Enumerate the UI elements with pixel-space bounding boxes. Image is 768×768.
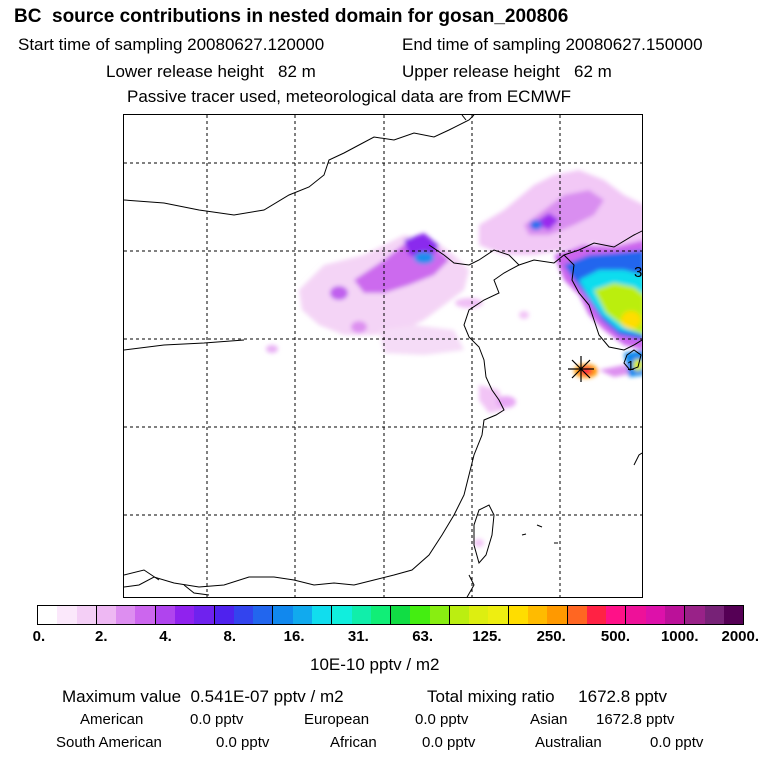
colorbar-tick-label: 125. xyxy=(472,628,502,645)
colorbar-segment xyxy=(469,606,489,624)
concentration-field xyxy=(266,170,642,547)
colorbar-segment xyxy=(429,606,450,624)
colorbar-segment xyxy=(626,606,646,624)
colorbar-tick-label: 250. xyxy=(536,628,566,645)
colorbar-segment xyxy=(567,606,587,624)
colorbar-segment xyxy=(273,606,293,624)
max-value: Maximum value 0.541E-07 pptv / m2 xyxy=(62,687,344,706)
colorbar-segment xyxy=(332,606,352,624)
map-panel: 3 1 xyxy=(123,114,643,598)
coastlines xyxy=(124,115,642,597)
colorbar-segment xyxy=(665,606,686,624)
colorbar-tick-label: 16. xyxy=(283,628,305,645)
receptor-star-icon xyxy=(568,356,594,382)
south-american-label: South American xyxy=(56,734,162,751)
start-time-label: Start time of sampling 20080627.120000 xyxy=(18,35,325,54)
map-label-3: 3 xyxy=(634,264,642,281)
colorbar-tick-label: 0. xyxy=(32,628,46,645)
colorbar-segment xyxy=(174,606,195,624)
end-time-label: End time of sampling 20080627.150000 xyxy=(402,35,703,54)
colorbar-segment xyxy=(253,606,274,624)
colorbar-segment xyxy=(96,606,117,624)
colorbar-segment xyxy=(57,606,77,624)
tracer-note: Passive tracer used, meteorological data… xyxy=(127,87,572,106)
colorbar-segment xyxy=(528,606,548,624)
colorbar-segment xyxy=(116,606,136,624)
colorbar-segment xyxy=(155,606,175,624)
asian-value: 1672.8 pptv xyxy=(596,711,675,728)
colorbar-tick-label: 1000. xyxy=(660,628,699,645)
colorbar-tick-label: 8. xyxy=(223,628,237,645)
australian-value: 0.0 pptv xyxy=(650,734,704,751)
graticule xyxy=(124,115,642,597)
colorbar-segment xyxy=(410,606,430,624)
colorbar-unit: 10E-10 pptv / m2 xyxy=(310,655,440,674)
european-label: European xyxy=(304,711,370,728)
colorbar-segment xyxy=(370,606,392,624)
colorbar-tick-label: 2000. xyxy=(721,628,760,645)
colorbar-segment xyxy=(292,606,312,624)
colorbar-segment xyxy=(38,606,58,624)
colorbar-segment xyxy=(449,606,470,624)
american-label: American xyxy=(80,711,144,728)
colorbar-segment xyxy=(135,606,156,624)
colorbar-segment xyxy=(76,606,97,624)
colorbar-segment xyxy=(351,606,371,624)
south-american-value: 0.0 pptv xyxy=(216,734,270,751)
american-value: 0.0 pptv xyxy=(190,711,244,728)
colorbar-segment xyxy=(233,606,254,624)
australian-label: Australian xyxy=(535,734,602,751)
map-label-1: 1 xyxy=(627,358,634,373)
colorbar-tick-label: 2. xyxy=(95,628,108,645)
colorbar-segment xyxy=(723,606,744,624)
colorbar-tick-label: 4. xyxy=(159,628,172,645)
colorbar-segment xyxy=(547,606,568,624)
colorbar-segment xyxy=(606,606,627,624)
colorbar-segment xyxy=(488,606,509,624)
european-value: 0.0 pptv xyxy=(415,711,469,728)
colorbar-tick-label: 31. xyxy=(347,628,369,645)
colorbar-segment xyxy=(311,606,333,624)
colorbar-segment xyxy=(685,606,705,624)
asian-label: Asian xyxy=(530,711,568,728)
colorbar-segment xyxy=(645,606,665,624)
page-title: BC source contributions in nested domain… xyxy=(14,6,569,27)
african-value: 0.0 pptv xyxy=(422,734,476,751)
colorbar-tick-label: 500. xyxy=(600,628,631,645)
colorbar-segment xyxy=(508,606,529,624)
colorbar-segment xyxy=(194,606,215,624)
colorbar-segment xyxy=(214,606,234,624)
colorbar-segment xyxy=(704,606,724,624)
lower-release-height: Lower release height 82 m xyxy=(106,62,316,81)
african-label: African xyxy=(330,734,377,751)
colorbar-segment xyxy=(391,606,411,624)
colorbar xyxy=(37,605,744,625)
upper-release-height: Upper release height 62 m xyxy=(402,62,612,81)
colorbar-tick-label: 63. xyxy=(412,628,434,645)
map-svg: 3 1 xyxy=(124,115,642,597)
total-mixing-ratio: Total mixing ratio 1672.8 pptv xyxy=(427,687,668,706)
colorbar-segment xyxy=(586,606,607,624)
